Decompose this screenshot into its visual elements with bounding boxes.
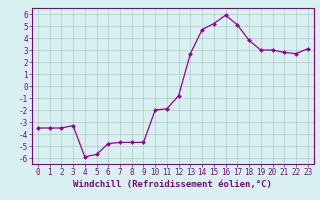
X-axis label: Windchill (Refroidissement éolien,°C): Windchill (Refroidissement éolien,°C) (73, 180, 272, 189)
